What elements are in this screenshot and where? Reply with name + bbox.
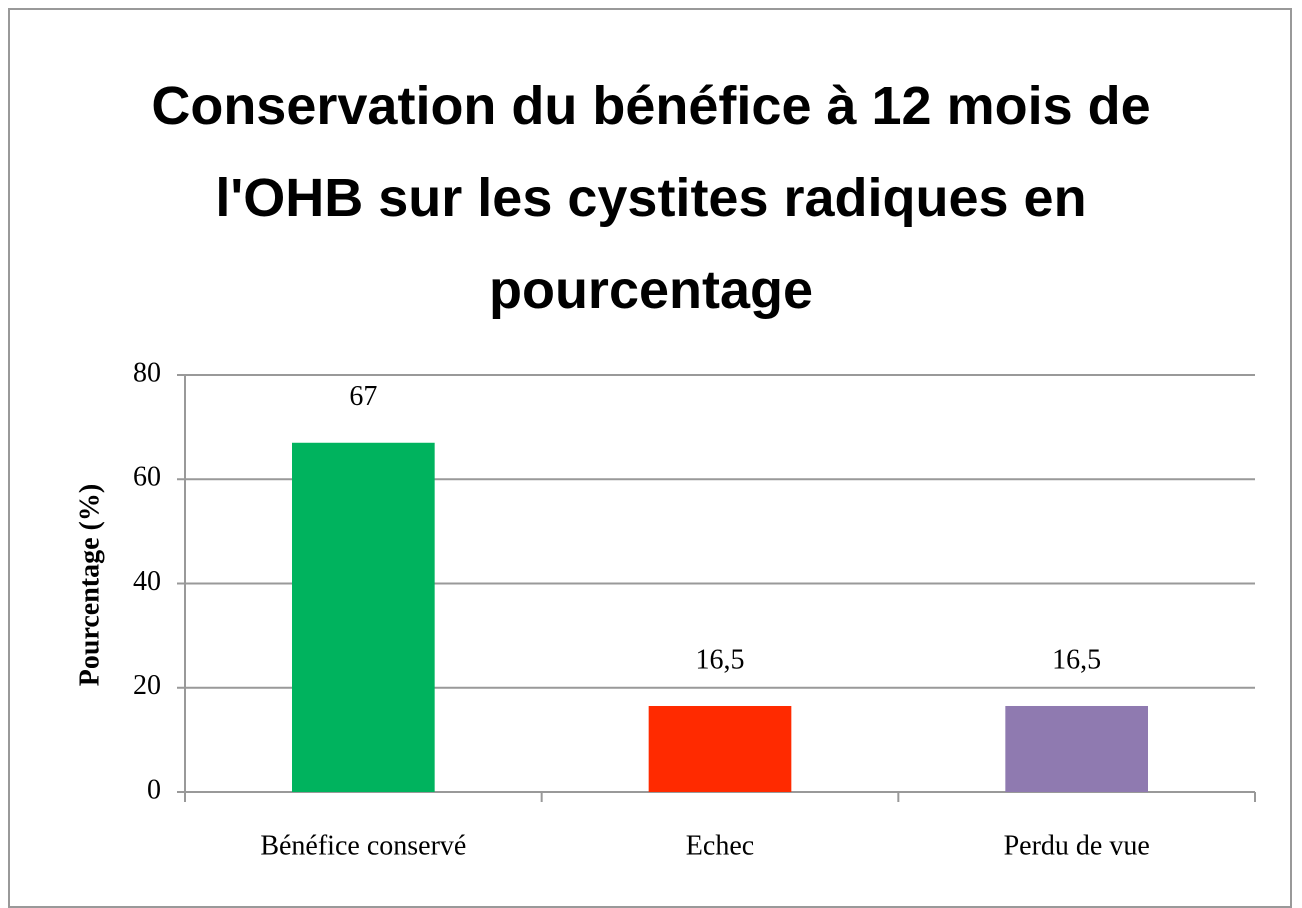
y-tick-label: 20 <box>133 670 161 701</box>
x-tick-label: Bénéfice conservé <box>260 830 466 861</box>
y-tick-label: 60 <box>133 462 161 493</box>
value-label: 16,5 <box>696 644 745 675</box>
bar <box>292 442 435 792</box>
chart-title: Conservation du bénéfice à 12 mois de l'… <box>151 76 1151 320</box>
y-tick-label: 40 <box>133 566 161 597</box>
value-label: 16,5 <box>1052 644 1101 675</box>
value-label: 67 <box>349 381 377 412</box>
x-tick-label: Echec <box>686 830 754 861</box>
bar <box>648 705 792 792</box>
y-axis-label: Pourcentage (%) <box>74 484 105 686</box>
y-tick-label: 80 <box>133 357 161 388</box>
bar <box>1005 705 1148 792</box>
x-tick-label: Perdu de vue <box>1004 830 1150 861</box>
y-tick-label: 0 <box>147 774 161 805</box>
chart: Pourcentage (%) 0 20 40 60 80 Bénéfice conser… <box>74 357 1256 861</box>
